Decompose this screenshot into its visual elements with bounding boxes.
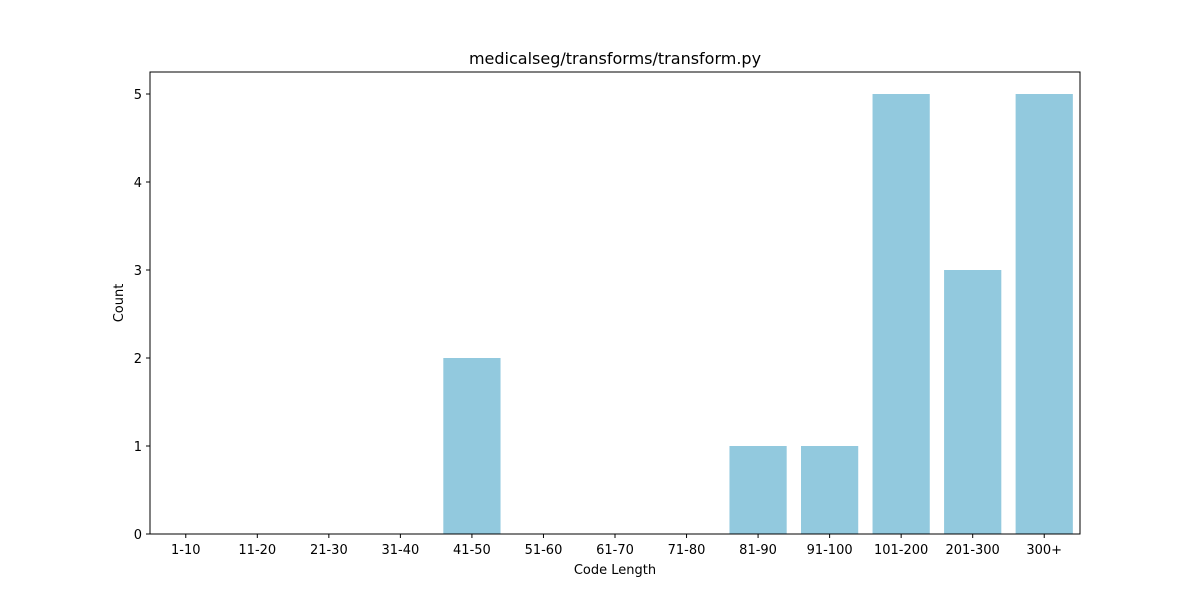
x-tick-label: 21-30 — [310, 543, 348, 558]
x-axis-ticks: 1-10 11-20 21-30 31-40 41-50 51-60 61-70 71-80 8… — [171, 534, 1062, 558]
chart-title: medicalseg/transforms/transform.py — [469, 49, 761, 68]
x-tick-label: 1-10 — [171, 543, 201, 558]
x-tick-label: 300+ — [1026, 543, 1062, 558]
bar-101-200 — [872, 94, 930, 534]
y-axis-ticks: 0 1 2 3 4 5 — [134, 88, 150, 543]
x-tick-label: 101-200 — [874, 543, 928, 558]
x-tick-label: 61-70 — [596, 543, 634, 558]
plot-frame — [149, 71, 1081, 535]
x-tick-label: 71-80 — [668, 543, 706, 558]
x-tick-label: 51-60 — [525, 543, 563, 558]
y-tick-label: 4 — [134, 176, 142, 191]
x-tick-label: 11-20 — [238, 543, 276, 558]
x-tick-label: 41-50 — [453, 543, 491, 558]
x-tick-label: 31-40 — [381, 543, 419, 558]
x-tick-label: 81-90 — [739, 543, 777, 558]
x-axis-label: Code Length — [574, 563, 656, 578]
bar-81-90 — [729, 446, 787, 534]
x-tick-label: 201-300 — [946, 543, 1000, 558]
y-tick-label: 5 — [134, 88, 142, 103]
bar-41-50 — [443, 358, 501, 534]
y-tick-label: 0 — [134, 528, 142, 543]
y-tick-label: 2 — [134, 352, 142, 367]
y-axis-label: Count — [112, 284, 127, 323]
y-tick-label: 1 — [134, 440, 142, 455]
bars-group — [443, 94, 1073, 534]
y-tick-label: 3 — [134, 264, 142, 279]
bar-300+ — [1015, 94, 1073, 534]
bar-201-300 — [944, 270, 1002, 534]
x-tick-label: 91-100 — [807, 543, 853, 558]
bar-91-100 — [801, 446, 859, 534]
